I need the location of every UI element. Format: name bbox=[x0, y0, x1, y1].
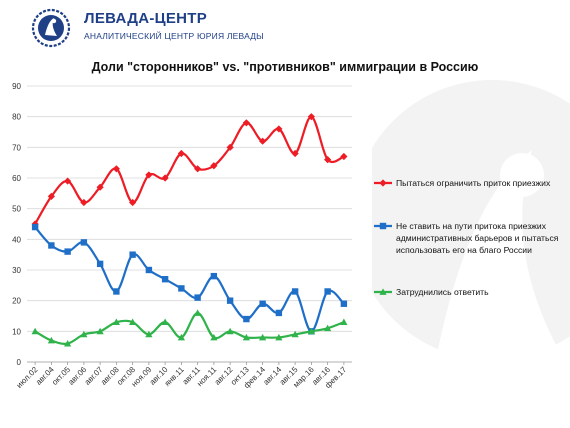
chart-title: Доли "сторонников" vs. "противников" имм… bbox=[91, 60, 479, 74]
header: ЛЕВАДА-ЦЕНТР АНАЛИТИЧЕСКИЙ ЦЕНТР ЮРИЯ ЛЕ… bbox=[0, 0, 570, 52]
data-point bbox=[47, 336, 55, 344]
series-1 bbox=[31, 113, 348, 228]
data-point bbox=[259, 300, 266, 307]
x-axis: июл.02авг.04окт.05авг.06авг.07авг.08окт.… bbox=[15, 362, 349, 390]
data-point bbox=[161, 318, 169, 326]
data-point bbox=[161, 276, 169, 283]
data-point bbox=[210, 162, 218, 170]
data-point bbox=[275, 309, 283, 317]
data-point bbox=[243, 315, 250, 323]
data-point bbox=[340, 318, 348, 326]
data-point bbox=[275, 333, 283, 341]
y-tick-label: 60 bbox=[12, 174, 21, 183]
data-point bbox=[307, 113, 315, 121]
legend-label: использовать его на благо России bbox=[396, 245, 532, 255]
data-point bbox=[177, 333, 185, 341]
legend-item: Не ставить на пути притока приезжих админ… bbox=[374, 221, 559, 255]
data-point bbox=[145, 171, 153, 179]
data-point bbox=[226, 297, 234, 304]
y-tick-label: 90 bbox=[12, 82, 21, 91]
data-point bbox=[242, 333, 250, 341]
y-tick-label: 20 bbox=[12, 297, 21, 306]
grid-lines bbox=[27, 85, 352, 363]
org-name: ЛЕВАДА-ЦЕНТР bbox=[84, 10, 208, 27]
data-point bbox=[145, 330, 153, 338]
data-point bbox=[275, 125, 283, 133]
series-layer bbox=[31, 113, 348, 347]
data-point bbox=[242, 119, 250, 127]
legend-swatch-marker bbox=[379, 222, 387, 230]
series-2 bbox=[31, 223, 348, 335]
data-point bbox=[64, 248, 71, 255]
levada-logo-icon bbox=[31, 8, 71, 48]
data-point bbox=[47, 192, 55, 200]
y-axis: 0 10 20 30 40 50 60 70 80 90 bbox=[12, 82, 21, 367]
data-point bbox=[194, 294, 201, 301]
data-point bbox=[96, 260, 104, 268]
data-point bbox=[324, 288, 331, 295]
data-point bbox=[307, 327, 315, 335]
data-point bbox=[112, 165, 120, 173]
data-point bbox=[226, 327, 234, 335]
legend-label: Не ставить на пути притока приезжих bbox=[396, 221, 547, 231]
y-tick-label: 40 bbox=[12, 235, 21, 244]
series-3 bbox=[31, 309, 348, 347]
data-point bbox=[129, 318, 137, 326]
legend-swatch-marker bbox=[379, 179, 387, 187]
data-point bbox=[210, 272, 218, 280]
y-tick-label: 70 bbox=[12, 143, 21, 152]
data-point bbox=[112, 318, 120, 326]
y-tick-label: 50 bbox=[12, 205, 21, 214]
data-point bbox=[113, 288, 120, 295]
legend-item: Пытаться ограничить приток приезжих bbox=[374, 178, 551, 188]
data-point bbox=[64, 340, 72, 347]
data-point bbox=[31, 223, 39, 231]
legend-label: административных барьеров и пытаться bbox=[396, 233, 559, 243]
data-point bbox=[324, 324, 332, 332]
watermark-logo-icon bbox=[372, 80, 570, 380]
data-point bbox=[226, 143, 234, 151]
data-point bbox=[64, 177, 72, 185]
data-point bbox=[161, 174, 169, 182]
legend: Пытаться ограничить приток приезжих Не ст… bbox=[374, 178, 559, 297]
data-point bbox=[178, 285, 185, 292]
data-point bbox=[194, 165, 202, 173]
data-point bbox=[194, 309, 202, 316]
data-point bbox=[340, 152, 348, 161]
data-point bbox=[259, 333, 267, 341]
data-point bbox=[80, 239, 88, 246]
data-point bbox=[80, 330, 88, 338]
data-point bbox=[129, 198, 137, 207]
data-point bbox=[80, 198, 88, 207]
legend-swatch-marker bbox=[379, 288, 387, 295]
data-point bbox=[31, 327, 39, 335]
data-point bbox=[145, 266, 153, 274]
data-point bbox=[340, 300, 348, 307]
data-point bbox=[96, 327, 104, 335]
data-point bbox=[291, 330, 299, 338]
org-subtitle: АНАЛИТИЧЕСКИЙ ЦЕНТР ЮРИЯ ЛЕВАДЫ bbox=[84, 31, 264, 41]
data-point bbox=[177, 149, 185, 158]
data-point bbox=[291, 288, 299, 295]
legend-label: Пытаться ограничить приток приезжих bbox=[396, 178, 551, 188]
series-line bbox=[34, 311, 345, 345]
data-point bbox=[291, 149, 299, 158]
y-tick-label: 0 bbox=[17, 358, 22, 367]
data-point bbox=[210, 333, 218, 341]
data-point bbox=[324, 156, 332, 164]
legend-label: Затруднились ответить bbox=[396, 287, 489, 297]
y-tick-label: 30 bbox=[12, 266, 21, 275]
y-tick-label: 80 bbox=[12, 113, 21, 122]
legend-item: Затруднились ответить bbox=[374, 287, 489, 297]
data-point bbox=[259, 137, 267, 145]
data-point bbox=[48, 242, 55, 249]
series-line bbox=[34, 115, 345, 225]
data-point bbox=[96, 183, 104, 191]
data-point bbox=[129, 251, 136, 258]
y-tick-label: 10 bbox=[12, 327, 21, 336]
